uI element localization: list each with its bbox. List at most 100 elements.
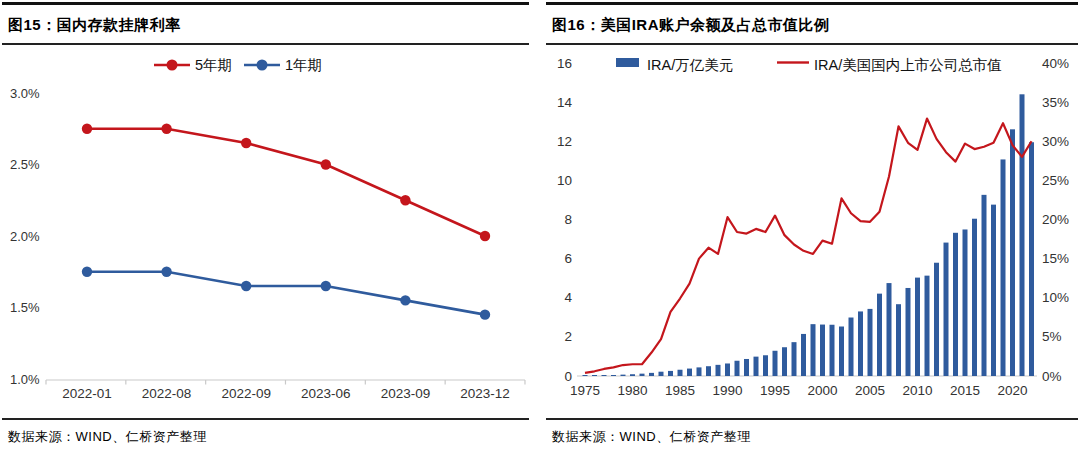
bar	[725, 363, 730, 376]
bar	[706, 366, 711, 376]
legend-label: 5年期	[195, 57, 232, 73]
right-axis-tick-label: 5%	[1042, 329, 1062, 344]
bar	[858, 311, 863, 376]
bar	[763, 355, 768, 376]
left-axis-tick-label: 12	[557, 134, 572, 149]
bar	[896, 304, 901, 376]
bar	[839, 327, 844, 376]
bar	[592, 375, 597, 376]
ira-balance-chart: 02468101214160%5%10%15%20%25%30%35%40%19…	[546, 45, 1078, 418]
bar	[583, 375, 588, 376]
y-axis-tick-label: 2.0%	[10, 229, 40, 244]
legend-marker	[257, 60, 268, 71]
x-axis-tick-label: 1990	[712, 383, 742, 398]
bar	[782, 347, 787, 376]
x-axis-tick-label: 2022-08	[142, 386, 192, 401]
bar	[868, 309, 873, 376]
right-axis-tick-label: 35%	[1042, 95, 1069, 110]
figure16-title: 图16：美国IRA账户余额及占总市值比例	[546, 2, 1078, 45]
data-point-marker	[400, 195, 410, 205]
bar	[991, 205, 996, 376]
bar	[611, 375, 616, 376]
bar	[687, 369, 692, 376]
right-axis-tick-label: 0%	[1042, 369, 1062, 384]
x-axis-tick-label: 2022-09	[221, 386, 271, 401]
bar	[820, 325, 825, 376]
y-axis-tick-label: 2.5%	[10, 157, 40, 172]
data-point-marker	[161, 267, 171, 277]
data-point-marker	[480, 309, 490, 319]
x-axis-tick-label: 2023-09	[381, 386, 431, 401]
left-axis-tick-label: 4	[564, 290, 572, 305]
x-axis-tick-label: 2020	[997, 383, 1027, 398]
bar	[602, 375, 607, 376]
bar	[716, 365, 721, 376]
bar	[735, 361, 740, 376]
left-axis-tick-label: 2	[564, 329, 572, 344]
left-axis-tick-label: 6	[564, 251, 572, 266]
figure15-chart-area: 1.0%1.5%2.0%2.5%3.0%2022-012022-082022-0…	[2, 45, 529, 418]
data-point-marker	[480, 231, 490, 241]
y-axis-tick-label: 1.0%	[10, 372, 40, 387]
data-point-marker	[82, 267, 92, 277]
legend-label: IRA/万亿美元	[647, 57, 733, 73]
x-axis-tick-label: 2015	[950, 383, 980, 398]
legend-label: IRA/美国国内上市公司总市值	[814, 57, 1002, 73]
line-series-0	[87, 129, 485, 236]
figure15-panel: 图15：国内存款挂牌利率 1.0%1.5%2.0%2.5%3.0%2022-01…	[2, 2, 529, 446]
right-axis-tick-label: 40%	[1042, 56, 1069, 71]
bar	[925, 276, 930, 376]
x-axis-tick-label: 2000	[807, 383, 837, 398]
figure16-panel: 图16：美国IRA账户余额及占总市值比例 02468101214160%5%10…	[546, 2, 1078, 446]
bar	[678, 370, 683, 376]
figure15-title: 图15：国内存款挂牌利率	[2, 2, 529, 45]
x-axis-tick-label: 2005	[855, 383, 885, 398]
bar	[659, 372, 664, 376]
figure15-source: 数据来源：WIND、仁桥资产整理	[2, 418, 529, 446]
bar	[972, 219, 977, 376]
bar	[830, 325, 835, 376]
x-axis-tick-label: 1980	[617, 383, 647, 398]
data-point-marker	[400, 295, 410, 305]
bar	[849, 318, 854, 376]
bar	[697, 367, 702, 376]
bar	[773, 351, 778, 376]
left-axis-tick-label: 14	[557, 95, 573, 110]
y-axis-tick-label: 1.5%	[10, 300, 40, 315]
right-axis-tick-label: 15%	[1042, 251, 1069, 266]
line-series-1	[87, 272, 485, 315]
legend-marker	[167, 60, 178, 71]
bar	[1010, 129, 1015, 376]
bar	[811, 324, 816, 376]
bar	[649, 373, 654, 376]
bar	[982, 195, 987, 376]
data-point-marker	[241, 138, 251, 148]
x-axis-tick-label: 1985	[665, 383, 695, 398]
figure16-chart-area: 02468101214160%5%10%15%20%25%30%35%40%19…	[546, 45, 1078, 418]
bar	[906, 288, 911, 376]
figure16-source: 数据来源：WIND、仁桥资产整理	[546, 418, 1078, 446]
data-point-marker	[161, 124, 171, 134]
left-axis-tick-label: 8	[564, 212, 572, 227]
y-axis-tick-label: 3.0%	[10, 86, 40, 101]
legend-label: 1年期	[285, 57, 322, 73]
x-axis-tick-label: 1975	[570, 383, 600, 398]
bar	[630, 374, 635, 376]
right-axis-tick-label: 30%	[1042, 134, 1069, 149]
right-axis-tick-label: 25%	[1042, 173, 1069, 188]
bar	[877, 294, 882, 376]
right-axis-tick-label: 20%	[1042, 212, 1069, 227]
bar	[792, 342, 797, 376]
left-axis-tick-label: 16	[557, 56, 572, 71]
data-point-marker	[82, 124, 92, 134]
data-point-marker	[321, 159, 331, 169]
x-axis-tick-label: 2023-06	[301, 386, 351, 401]
bar	[1029, 142, 1034, 376]
x-axis-tick-label: 2010	[902, 383, 932, 398]
left-axis-tick-label: 10	[557, 173, 572, 188]
bar	[801, 334, 806, 376]
bar	[915, 278, 920, 376]
data-point-marker	[241, 281, 251, 291]
deposit-rate-chart: 1.0%1.5%2.0%2.5%3.0%2022-012022-082022-0…	[2, 45, 529, 418]
right-axis-tick-label: 10%	[1042, 290, 1069, 305]
